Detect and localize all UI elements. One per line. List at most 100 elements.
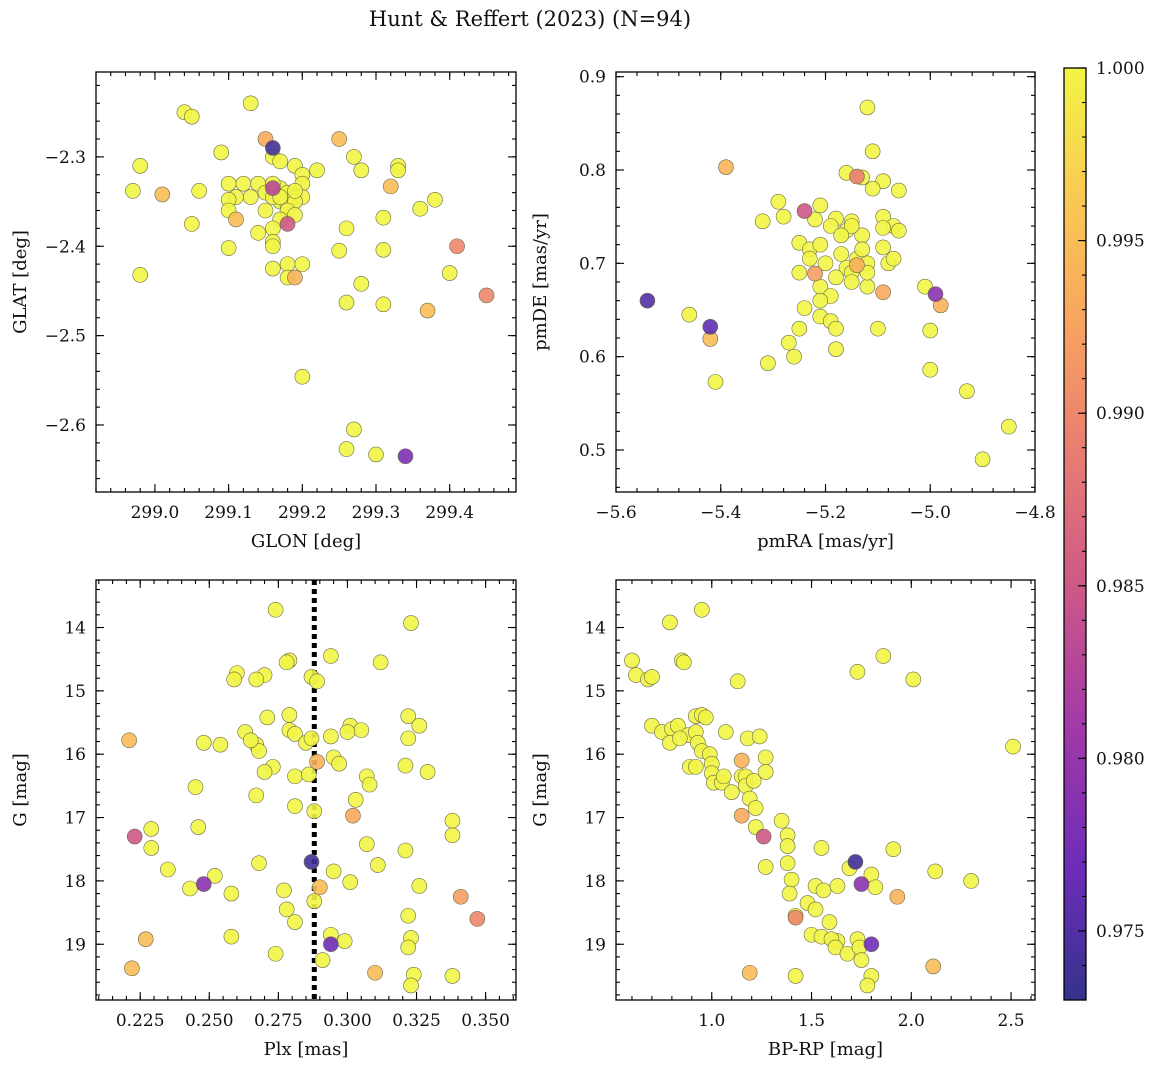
y-tick-label: 0.5 bbox=[579, 441, 606, 461]
data-point bbox=[859, 278, 876, 295]
data-point bbox=[267, 945, 284, 962]
data-point bbox=[812, 197, 829, 214]
y-tick-label: 19 bbox=[64, 935, 86, 955]
data-point bbox=[723, 784, 740, 801]
data-point bbox=[281, 707, 298, 723]
data-point bbox=[339, 724, 356, 740]
data-point bbox=[279, 216, 296, 232]
data-point bbox=[400, 939, 417, 956]
data-point bbox=[760, 355, 776, 372]
data-point bbox=[306, 803, 323, 820]
data-point bbox=[242, 732, 259, 749]
data-point bbox=[279, 256, 296, 272]
x-tick-label: 0.350 bbox=[461, 1011, 510, 1031]
y-tick-label: 15 bbox=[584, 682, 606, 702]
axes-frame bbox=[95, 579, 517, 1001]
colorbar-ticks: 1.000 0.995 0.990 0.985 0.980 0.975 bbox=[1078, 59, 1145, 1001]
data-point bbox=[397, 757, 414, 774]
data-point bbox=[276, 882, 292, 899]
y-tick-label: −2.4 bbox=[45, 237, 86, 257]
data-point bbox=[849, 664, 866, 680]
data-point bbox=[126, 828, 143, 845]
data-point bbox=[411, 717, 428, 734]
x-axis-label: pmRA [mas/yr] bbox=[757, 531, 894, 552]
data-point bbox=[370, 857, 386, 873]
data-point bbox=[323, 728, 339, 745]
data-point bbox=[272, 153, 289, 170]
data-point bbox=[812, 292, 829, 309]
data-point bbox=[353, 162, 370, 179]
data-point bbox=[419, 302, 436, 319]
data-point bbox=[427, 191, 443, 208]
data-point bbox=[1005, 738, 1021, 755]
data-point bbox=[1001, 418, 1017, 435]
data-point bbox=[854, 241, 870, 258]
data-point bbox=[265, 140, 281, 156]
x-tick-label: −5.4 bbox=[700, 503, 741, 523]
data-point bbox=[875, 284, 891, 301]
y-tick-label: 0.7 bbox=[579, 254, 606, 274]
y-tick-label: 17 bbox=[584, 809, 606, 829]
data-point bbox=[375, 296, 392, 313]
data-point bbox=[331, 755, 347, 772]
data-point bbox=[717, 724, 734, 740]
data-point bbox=[801, 250, 818, 267]
data-point bbox=[132, 267, 149, 283]
panel-bprp-g: 1.0 1.5 2.0 2.5 14 15 16 17 18 19 BP-RP [mag] G [ma… bbox=[530, 579, 1036, 1060]
data-point bbox=[864, 180, 881, 197]
data-point bbox=[833, 246, 850, 262]
y-tick-label: 14 bbox=[584, 619, 606, 639]
data-point bbox=[345, 807, 361, 824]
x-tick-label: 299.1 bbox=[204, 503, 253, 523]
data-point bbox=[707, 374, 724, 390]
panel-plx-g: 0.225 0.250 0.275 0.300 0.325 0.350 14 15 16 17 18… bbox=[10, 579, 517, 1060]
y-tick-label: −2.6 bbox=[45, 416, 86, 436]
data-point bbox=[867, 879, 884, 896]
data-point bbox=[786, 348, 802, 365]
y-tick-label: 0.8 bbox=[579, 161, 606, 181]
data-point bbox=[822, 218, 839, 234]
data-point bbox=[382, 178, 399, 195]
data-point bbox=[121, 732, 137, 749]
data-point bbox=[287, 768, 303, 785]
data-point bbox=[338, 220, 355, 237]
data-point bbox=[323, 648, 339, 664]
data-point bbox=[278, 901, 295, 918]
data-point bbox=[226, 671, 242, 688]
axes-frame bbox=[615, 71, 1036, 493]
data-point bbox=[781, 885, 798, 902]
colorbar-gradient bbox=[1063, 67, 1087, 1001]
data-point bbox=[791, 320, 808, 337]
colorbar-tick-label: 0.990 bbox=[1096, 404, 1145, 424]
data-point bbox=[265, 220, 281, 237]
data-point bbox=[183, 216, 200, 232]
data-point bbox=[220, 175, 237, 192]
data-point bbox=[403, 977, 419, 994]
data-point bbox=[287, 914, 303, 930]
data-point bbox=[411, 878, 428, 894]
data-point bbox=[287, 269, 303, 286]
data-point bbox=[137, 931, 154, 947]
data-point bbox=[747, 800, 764, 816]
data-point bbox=[875, 648, 892, 664]
data-point bbox=[853, 952, 870, 968]
data-point bbox=[309, 162, 325, 179]
data-point bbox=[125, 183, 141, 199]
data-point bbox=[314, 952, 331, 968]
data-point bbox=[807, 901, 824, 918]
data-point bbox=[773, 812, 790, 829]
axes-frame bbox=[615, 579, 1036, 1001]
data-point bbox=[259, 709, 276, 726]
y-tick-label: 14 bbox=[64, 619, 86, 639]
data-point bbox=[312, 879, 328, 896]
data-point bbox=[681, 306, 698, 323]
data-point bbox=[639, 292, 656, 309]
data-point bbox=[927, 863, 944, 880]
data-point bbox=[400, 730, 417, 747]
data-point bbox=[781, 334, 797, 351]
data-point bbox=[859, 977, 876, 994]
data-point bbox=[331, 242, 347, 259]
data-point bbox=[358, 836, 375, 852]
data-point bbox=[870, 320, 886, 337]
data-point bbox=[267, 601, 284, 618]
